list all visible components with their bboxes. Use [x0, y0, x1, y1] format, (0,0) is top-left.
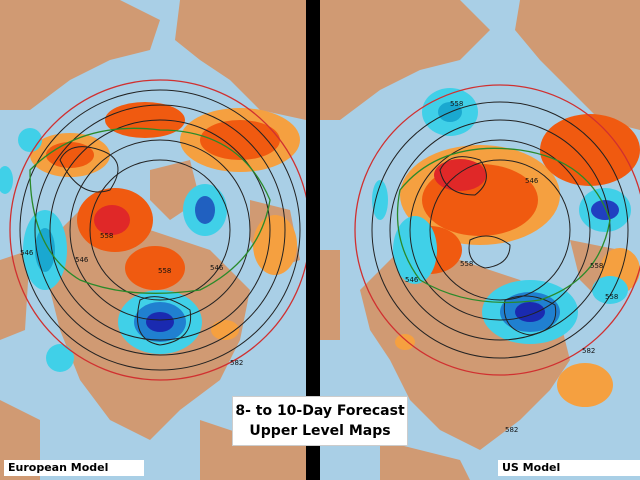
contour-label: 546 [405, 276, 419, 284]
us-model-label: US Model [498, 460, 640, 476]
us-model-map: 558 546 558 558 546 558 582 582 US Model [320, 0, 640, 480]
contour-label: 546 [525, 177, 539, 185]
contour-labels: 558 546 546 558 546 582 [20, 232, 243, 367]
contour-label: 582 [505, 426, 518, 434]
contour-label: 558 [158, 267, 171, 275]
ridge-anomalies [395, 114, 640, 407]
contour-label: 546 [210, 264, 224, 272]
contour-label: 582 [230, 359, 243, 367]
european-model-map: 558 546 546 558 546 582 European Model [0, 0, 306, 480]
title-line-1: 8- to 10-Day Forecast [235, 403, 405, 419]
contour-label: 546 [75, 256, 89, 264]
panel-divider [306, 0, 320, 480]
boundary-contours [354, 84, 640, 376]
height-contours [371, 101, 629, 359]
contour-label: 558 [605, 293, 618, 301]
forecast-title-box: 8- to 10-Day Forecast Upper Level Maps [232, 396, 408, 446]
european-model-label: European Model [4, 460, 144, 476]
contour-label: 558 [590, 262, 603, 270]
boundary-contours [9, 79, 306, 381]
contour-label: 558 [450, 100, 463, 108]
title-line-2: Upper Level Maps [249, 423, 391, 439]
contour-labels: 558 546 558 558 546 558 582 582 [405, 100, 618, 434]
height-contours [19, 89, 301, 371]
contour-label: 546 [20, 249, 34, 257]
contour-label: 558 [100, 232, 113, 240]
contour-label: 558 [460, 260, 473, 268]
us-model-svg: 558 546 558 558 546 558 582 582 [320, 0, 640, 480]
contour-label: 582 [582, 347, 595, 355]
